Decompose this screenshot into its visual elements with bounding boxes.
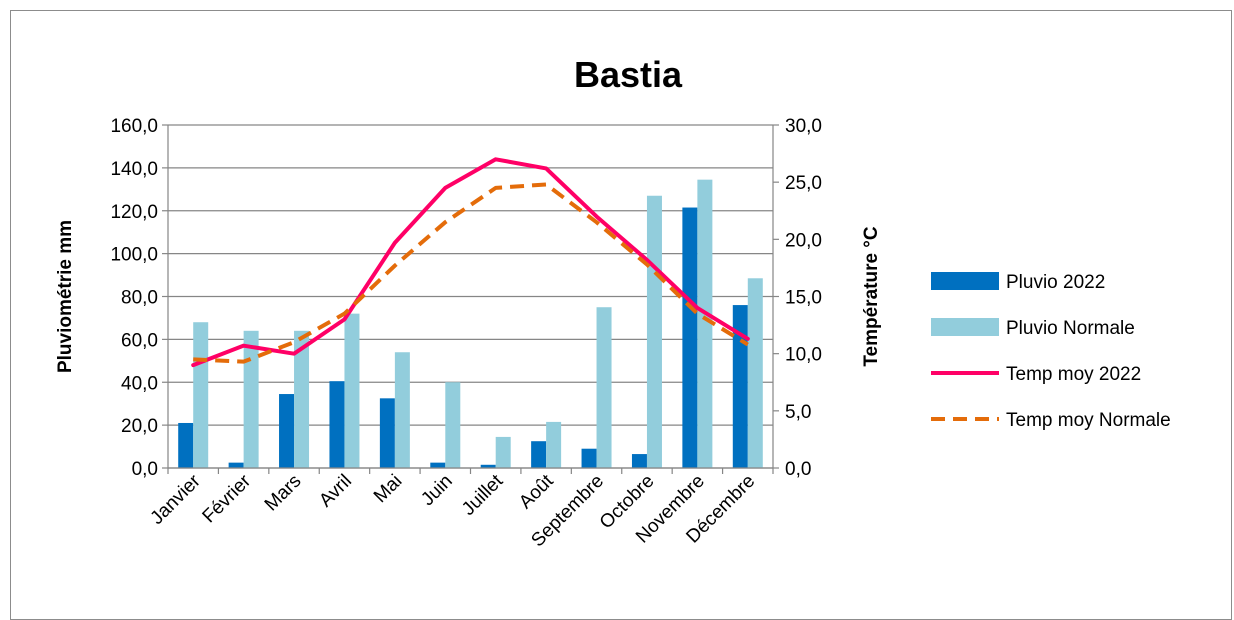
- bar-pluvio-2022: [480, 464, 496, 468]
- line-temp-moy-normale: [193, 182, 749, 364]
- bar-pluvio-2022: [682, 207, 698, 469]
- bars: [178, 179, 763, 469]
- legend: Pluvio 2022 Pluvio Normale Temp moy 2022 Te…: [931, 272, 1171, 431]
- bar-pluvio-normale: [596, 307, 612, 468]
- left-tick-label: 20,0: [121, 416, 158, 437]
- y-left-axis-title: Pluviométrie mm: [55, 220, 76, 373]
- bar-pluvio-normale: [344, 313, 360, 468]
- gridlines: [168, 124, 773, 469]
- x-tick-label: Avril: [315, 471, 356, 512]
- left-tick-label: 60,0: [121, 330, 158, 351]
- chart-title: Bastia: [574, 54, 683, 95]
- legend-label-pluvio-normale: Pluvio Normale: [1006, 318, 1135, 339]
- left-tick-label: 0,0: [132, 459, 158, 480]
- right-tick-label: 25,0: [785, 173, 822, 194]
- y-right-axis-title: Température °C: [861, 226, 882, 367]
- left-tick-label: 100,0: [110, 245, 158, 266]
- left-tick-label: 160,0: [110, 116, 158, 137]
- bar-pluvio-normale: [445, 382, 461, 468]
- lines: [191, 157, 750, 368]
- right-tick-label: 15,0: [785, 288, 822, 309]
- legend-swatch-pluvio-2022: [931, 272, 999, 290]
- right-tick-label: 0,0: [785, 459, 811, 480]
- x-tick-label: Mars: [261, 471, 306, 516]
- bar-pluvio-normale: [394, 352, 410, 468]
- bar-pluvio-2022: [581, 448, 597, 468]
- bar-pluvio-normale: [646, 195, 662, 468]
- right-tick-label: 5,0: [785, 402, 811, 423]
- legend-label-temp-moy-2022: Temp moy 2022: [1006, 364, 1141, 385]
- bar-pluvio-normale: [294, 330, 310, 468]
- bar-pluvio-2022: [178, 422, 194, 468]
- legend-label-temp-moy-normale: Temp moy Normale: [1006, 410, 1171, 431]
- bar-pluvio-2022: [430, 462, 446, 468]
- legend-label-pluvio-2022: Pluvio 2022: [1006, 272, 1105, 293]
- left-tick-label: 80,0: [121, 288, 158, 309]
- bar-pluvio-normale: [495, 436, 511, 468]
- legend-swatch-pluvio-normale: [931, 318, 999, 336]
- left-tick-label: 120,0: [110, 202, 158, 223]
- x-tick-label: Août: [515, 470, 558, 513]
- bar-pluvio-2022: [329, 381, 345, 468]
- bar-pluvio-normale: [747, 278, 763, 468]
- chart-frame: Bastia 0,0 20,0 40,0 60,0 80,0 100,0 120,0 140,…: [10, 10, 1232, 620]
- bar-pluvio-normale: [243, 330, 259, 468]
- bar-pluvio-2022: [379, 398, 395, 468]
- x-tick-label: Mai: [370, 471, 407, 508]
- line-temp-moy-2022: [191, 157, 750, 368]
- bar-pluvio-2022: [279, 394, 295, 468]
- bar-pluvio-2022: [531, 441, 547, 468]
- bar-pluvio-2022: [228, 462, 244, 468]
- bar-pluvio-2022: [631, 454, 647, 468]
- bar-pluvio-normale: [193, 322, 209, 468]
- x-tick-label: Juillet: [458, 470, 508, 520]
- bar-pluvio-2022: [732, 305, 748, 468]
- bar-pluvio-normale: [546, 421, 562, 468]
- x-tick-label: Juin: [417, 471, 456, 510]
- bar-pluvio-normale: [697, 179, 713, 468]
- right-tick-label: 30,0: [785, 116, 822, 137]
- x-tick-label: Février: [199, 470, 256, 527]
- right-tick-label: 20,0: [785, 230, 822, 251]
- left-tick-label: 140,0: [110, 159, 158, 180]
- right-tick-label: 10,0: [785, 345, 822, 366]
- chart-svg: Bastia 0,0 20,0 40,0 60,0 80,0 100,0 120,0 140,…: [55, 54, 1171, 551]
- left-tick-label: 40,0: [121, 373, 158, 394]
